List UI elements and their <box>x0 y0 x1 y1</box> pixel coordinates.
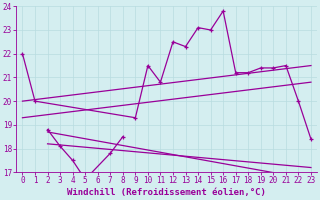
X-axis label: Windchill (Refroidissement éolien,°C): Windchill (Refroidissement éolien,°C) <box>67 188 266 197</box>
